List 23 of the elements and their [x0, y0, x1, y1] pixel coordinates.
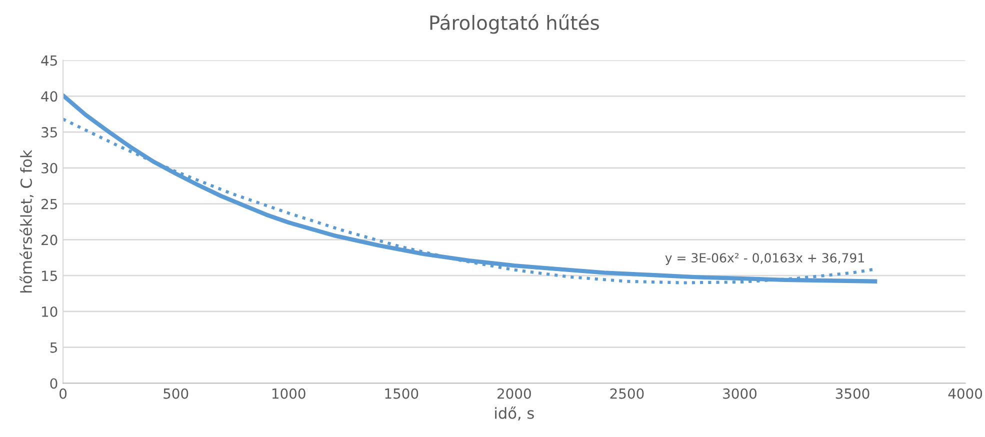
- x-tick-label: 1500: [385, 388, 418, 399]
- y-axis-title: hőmérséklet, C fok: [20, 150, 34, 293]
- y-tick-label: 35: [42, 127, 57, 138]
- x-tick-label: 500: [164, 388, 188, 399]
- y-tick-label: 25: [42, 198, 57, 210]
- y-tick-label: 20: [42, 234, 58, 246]
- x-tick-label: 1000: [272, 388, 306, 399]
- y-tick-label: 5: [50, 342, 57, 353]
- y-tick-label: 15: [42, 270, 57, 282]
- x-tick-label: 2500: [610, 388, 644, 399]
- y-tick-label: 10: [42, 306, 58, 317]
- annotation: y = 3E-06x² - 0,0163x + 36,791: [665, 253, 864, 265]
- x-tick-label: 0: [60, 388, 67, 399]
- x-axis-title: idő, s: [495, 406, 534, 420]
- chart-title: Párologtató hűtés: [430, 14, 599, 34]
- y-tick-label: 40: [41, 91, 58, 102]
- x-tick-label: 3500: [836, 388, 870, 399]
- x-tick-label: 2000: [498, 388, 531, 399]
- y-tick-label: 45: [41, 55, 57, 66]
- x-tick-label: 4000: [948, 388, 982, 399]
- y-tick-label: 0: [50, 378, 58, 389]
- y-tick-label: 30: [42, 162, 58, 174]
- x-tick-label: 3000: [723, 388, 756, 399]
